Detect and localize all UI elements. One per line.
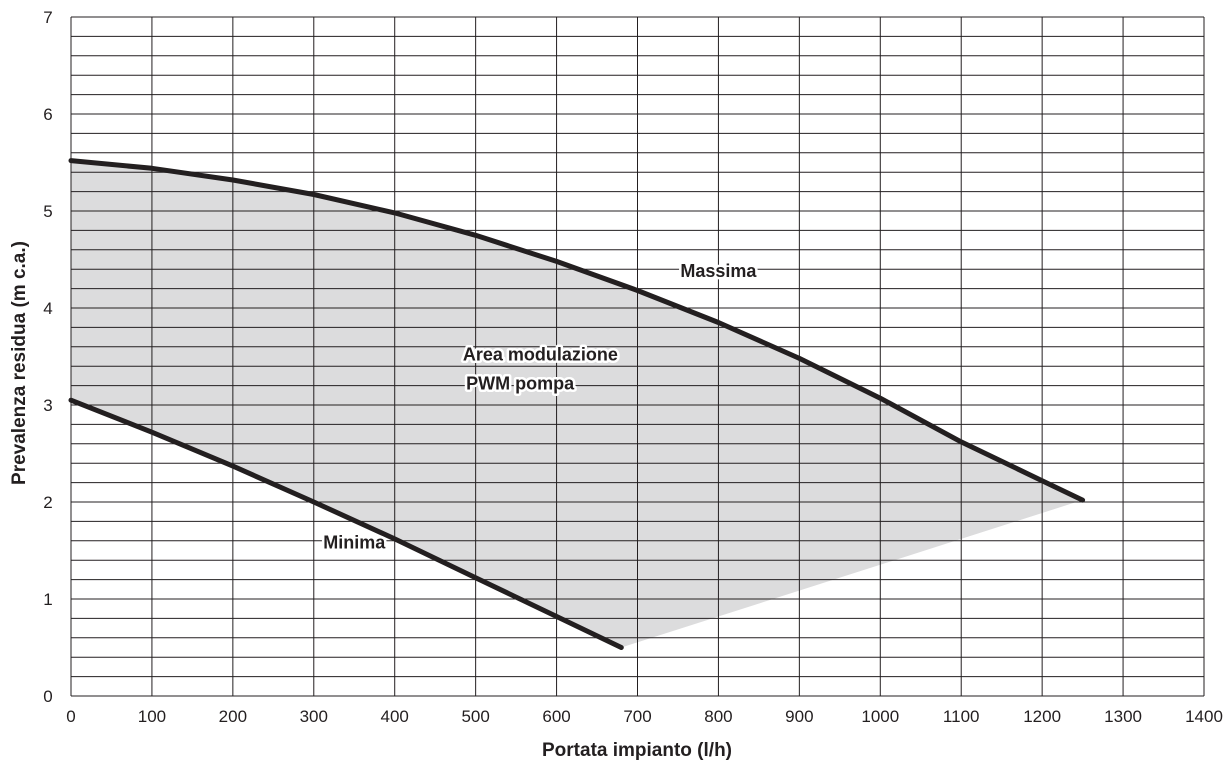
annotation-label: Area modulazione xyxy=(463,345,618,365)
annotation-label: PWM pompa xyxy=(466,374,575,394)
x-tick-label: 1100 xyxy=(943,707,980,726)
x-tick-label: 600 xyxy=(542,707,570,726)
y-tick-label: 5 xyxy=(43,202,52,221)
x-tick-label: 800 xyxy=(704,707,732,726)
y-tick-label: 1 xyxy=(43,590,52,609)
x-tick-label: 900 xyxy=(785,707,813,726)
series-line-massima xyxy=(68,158,1086,503)
x-tick-label: 200 xyxy=(219,707,247,726)
x-tick-label: 1200 xyxy=(1023,707,1061,726)
y-tick-label: 2 xyxy=(43,493,52,512)
modulation-area-fill xyxy=(71,160,1083,648)
x-tick-label: 400 xyxy=(381,707,409,726)
x-tick-label: 1300 xyxy=(1104,707,1142,726)
series-line-minima xyxy=(68,397,624,650)
x-axis-title: Portata impianto (l/h) xyxy=(542,740,732,761)
y-tick-label: 3 xyxy=(43,396,52,415)
y-tick-label: 7 xyxy=(43,8,52,27)
y-tick-label: 6 xyxy=(43,105,52,124)
annotation-label: Massima xyxy=(680,261,757,281)
x-tick-label: 700 xyxy=(623,707,651,726)
x-tick-label: 0 xyxy=(66,707,75,726)
x-tick-label: 1400 xyxy=(1185,707,1223,726)
y-tick-label: 4 xyxy=(43,299,52,318)
x-tick-label: 300 xyxy=(300,707,328,726)
x-tick-label: 100 xyxy=(138,707,166,726)
annotation-label: Minima xyxy=(323,533,386,553)
x-tick-label: 500 xyxy=(461,707,489,726)
y-axis-title: Prevalenza residua (m c.a.) xyxy=(9,241,30,485)
y-tick-label: 0 xyxy=(43,687,52,706)
x-tick-label: 1000 xyxy=(861,707,899,726)
